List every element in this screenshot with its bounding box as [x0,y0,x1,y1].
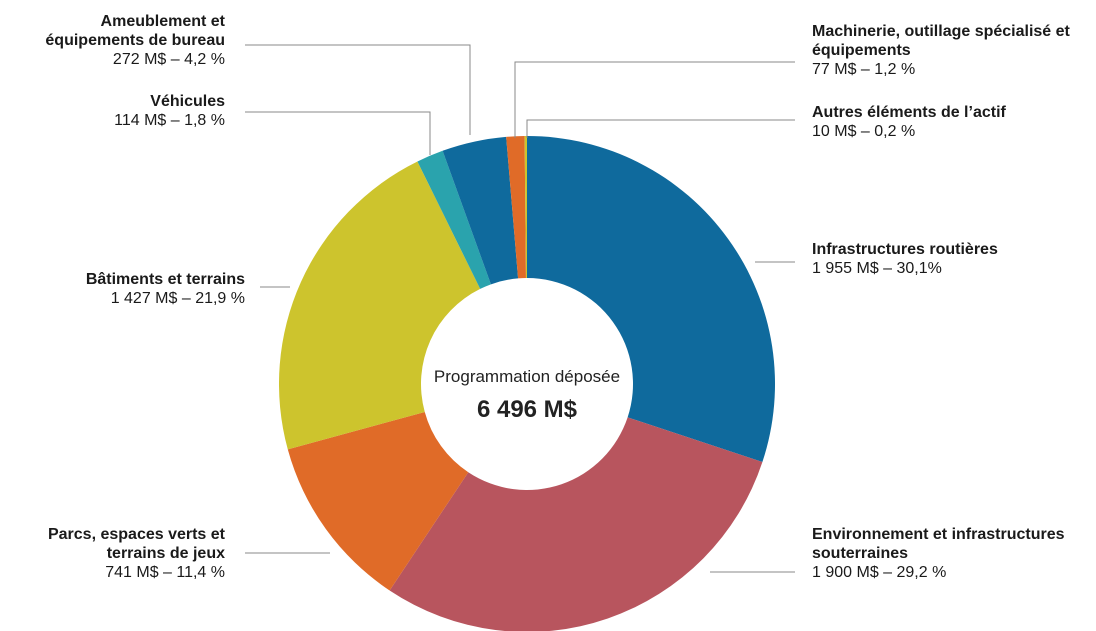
slice-label: Autres éléments de l’actif 10 M$ – 0,2 % [812,103,1096,141]
donut-slice [287,411,469,591]
category-label: Autres éléments de l’actif [812,104,1006,121]
value-label: 10 M$ – 0,2 % [812,123,916,140]
center-label: Programmation déposée [433,367,621,386]
value-label: 1 955 M$ – 30,1% [812,260,942,277]
donut-slice [389,417,763,631]
donut-slice [417,150,491,289]
leader-line [526,119,795,138]
leader-line [245,111,431,155]
category-label: Infrastructures routières [812,241,998,258]
leader-line [245,44,471,135]
slice-label: Environnement et infrastructures souterr… [812,525,1082,582]
slice-label: Parcs, espaces verts et terrains de jeux… [40,525,225,582]
value-label: 114 M$ – 1,8 % [114,112,225,129]
leader-line [514,61,795,138]
category-label: Ameublement et équipements de bureau [45,13,225,49]
donut-slice [442,136,519,285]
donut-slice [506,136,526,279]
value-label: 741 M$ – 11,4 % [105,564,225,581]
category-label: Machinerie, outillage spécialisé et équi… [812,23,1070,59]
category-label: Véhicules [150,93,225,110]
donut-slice [279,161,481,450]
slice-label: Machinerie, outillage spécialisé et équi… [812,22,1096,79]
category-label: Parcs, espaces verts et terrains de jeux [47,526,225,562]
value-label: 1 900 M$ – 29,2 % [812,564,947,581]
value-label: 1 427 M$ – 21,9 % [110,290,245,307]
slice-label: Ameublement et équipements de bureau 272 … [10,12,225,69]
donut-slice [524,136,527,279]
slice-label: Infrastructures routières 1 955 M$ – 30,1… [812,240,1092,278]
value-label: 272 M$ – 4,2 % [112,51,225,68]
donut-slice [527,136,776,463]
total-label: 6 496 M$ [476,396,578,423]
slice-label: Bâtiments et terrains 1 427 M$ – 21,9 % [40,270,245,308]
category-label: Bâtiments et terrains [85,271,245,288]
value-label: 77 M$ – 1,2 % [812,61,916,78]
category-label: Environnement et infrastructures souterr… [812,526,1065,562]
slice-label: Véhicules 114 M$ – 1,8 % [40,92,225,130]
